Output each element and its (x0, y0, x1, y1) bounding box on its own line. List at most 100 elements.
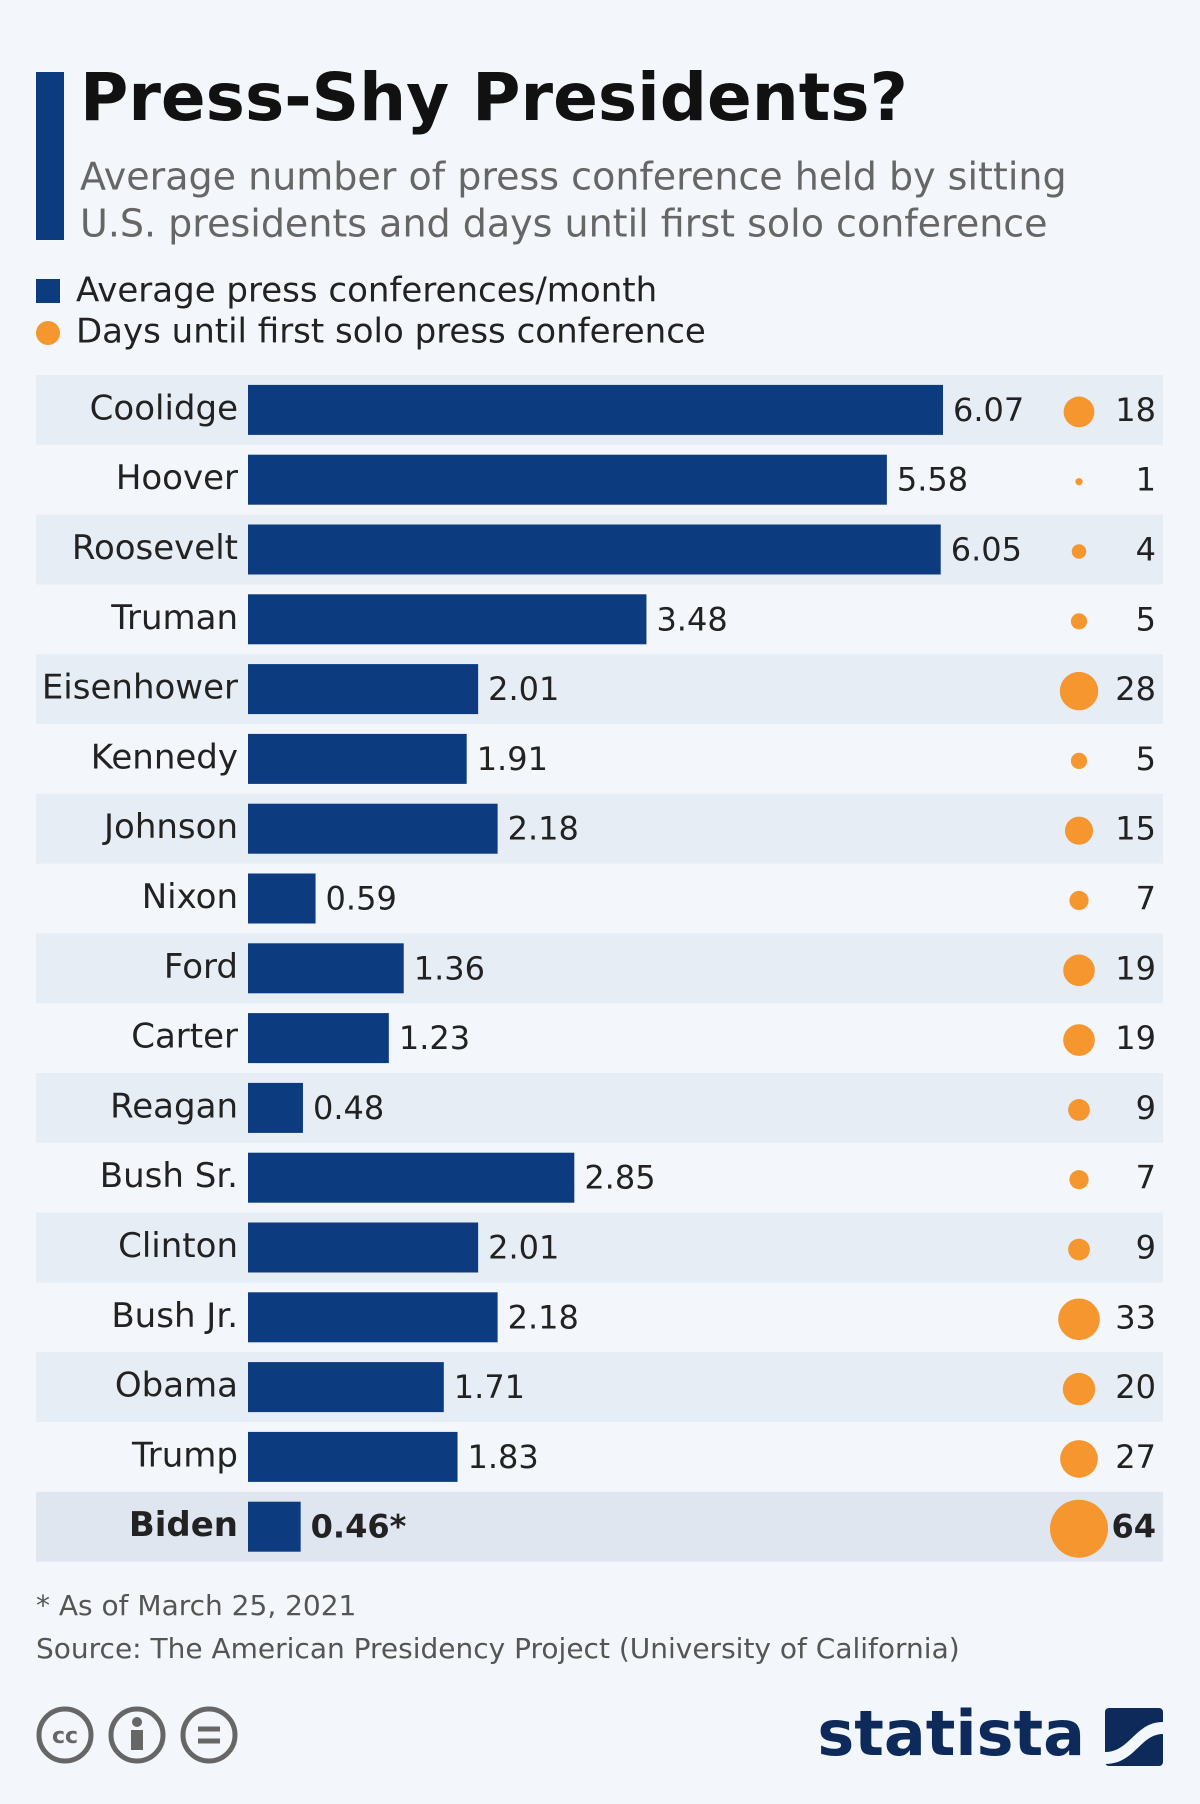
bubble-label: 1 (1136, 461, 1156, 499)
legend-swatch (36, 279, 60, 303)
bar (248, 1362, 444, 1413)
category-label: Ford (164, 947, 238, 987)
value-label: 1.36 (414, 949, 485, 987)
bubble-label: 5 (1136, 740, 1156, 778)
rows: Coolidge 6.07 18 Hoover 5.58 1 Roosevelt 6.05 4 T… (36, 375, 1163, 1562)
bubble (1075, 478, 1083, 486)
row-band (36, 1212, 1163, 1283)
value-label: 6.05 (951, 531, 1022, 569)
category-label: Kennedy (91, 737, 238, 777)
license-icons: cc (36, 1706, 238, 1764)
value-label: 1.71 (454, 1368, 525, 1406)
bar (248, 664, 479, 715)
bubble-label: 18 (1115, 391, 1156, 429)
bubble (1059, 671, 1099, 711)
bubble-label: 33 (1115, 1298, 1156, 1336)
bubble (1050, 1499, 1108, 1558)
bubble-label: 19 (1115, 1019, 1156, 1057)
category-label: Eisenhower (42, 668, 238, 708)
bubble (1060, 1440, 1098, 1478)
subtitle: Average number of press conference held … (80, 155, 1067, 199)
bar (248, 1292, 498, 1343)
value-label: 0.46* (311, 1508, 407, 1546)
subtitle: U.S. presidents and days until first sol… (80, 202, 1048, 246)
row-band (36, 1352, 1163, 1422)
value-label: 0.59 (326, 880, 397, 918)
bar (248, 943, 404, 994)
bubble (1071, 544, 1087, 559)
value-label: 1.83 (468, 1438, 539, 1476)
category-label: Clinton (118, 1226, 238, 1266)
bubble (1062, 1372, 1096, 1406)
value-label: 1.23 (399, 1019, 470, 1057)
bubble-label: 64 (1111, 1508, 1156, 1546)
bubble-label: 15 (1115, 810, 1156, 848)
category-label: Reagan (110, 1086, 238, 1126)
bubble (1069, 1170, 1089, 1190)
bubble (1063, 954, 1095, 987)
bar (248, 1013, 389, 1064)
row-band (36, 1491, 1163, 1562)
bubble (1064, 816, 1094, 845)
bubble (1069, 890, 1089, 911)
bar (248, 454, 887, 505)
value-label: 6.07 (953, 391, 1024, 429)
chart-title: Press-Shy Presidents? (80, 59, 908, 136)
value-label: 2.01 (488, 1229, 559, 1267)
row-band (36, 654, 1163, 724)
category-label: Hoover (116, 458, 238, 498)
logo: statista (817, 1697, 1085, 1770)
legend-label: Days until first solo press conference (76, 312, 706, 352)
bubble-label: 20 (1115, 1368, 1156, 1406)
bar (248, 1152, 575, 1203)
value-label: 5.58 (897, 461, 968, 499)
value-label: 2.18 (508, 810, 579, 848)
legend-label: Average press conferences/month (76, 271, 657, 311)
category-label: Roosevelt (72, 528, 238, 568)
category-label: Truman (110, 598, 238, 638)
logo-mark (1105, 1708, 1163, 1766)
bubble-label: 9 (1136, 1229, 1156, 1267)
bubble-label: 7 (1136, 880, 1156, 918)
bar (248, 524, 941, 575)
row-band (36, 793, 1163, 864)
source: Source: The American Presidency Project … (36, 1632, 960, 1665)
bar (248, 733, 467, 784)
bubble-label: 7 (1136, 1159, 1156, 1197)
bar (248, 1222, 479, 1273)
bubble (1070, 613, 1088, 630)
row-band (36, 1073, 1163, 1143)
bar (248, 803, 498, 854)
category-label: Nixon (142, 877, 238, 917)
footnote: * As of March 25, 2021 (36, 1589, 356, 1622)
bubble-label: 28 (1115, 670, 1156, 708)
bar (248, 873, 316, 924)
row-band (36, 933, 1163, 1004)
legend-swatch (36, 321, 60, 345)
value-label: 2.85 (584, 1159, 655, 1197)
category-label: Trump (131, 1435, 238, 1475)
category-label: Bush Sr. (100, 1156, 238, 1196)
bubble-label: 5 (1136, 600, 1156, 638)
value-label: 3.48 (656, 600, 727, 638)
title-accent (36, 72, 64, 240)
value-label: 2.18 (508, 1298, 579, 1336)
bubble (1070, 752, 1088, 770)
bubble (1058, 1298, 1100, 1341)
value-label: 1.91 (477, 740, 548, 778)
category-label: Obama (115, 1366, 238, 1406)
category-label: Johnson (102, 807, 238, 847)
value-label: 0.48 (313, 1089, 384, 1127)
bubble (1068, 1238, 1090, 1261)
bar (248, 594, 647, 645)
bar (248, 1501, 301, 1552)
bar (248, 384, 943, 435)
bar (248, 1431, 458, 1482)
bubble (1063, 1024, 1095, 1056)
bubble-label: 27 (1115, 1438, 1156, 1476)
bubble-label: 9 (1136, 1089, 1156, 1127)
bar (248, 1082, 303, 1133)
bubble-label: 4 (1136, 531, 1156, 569)
